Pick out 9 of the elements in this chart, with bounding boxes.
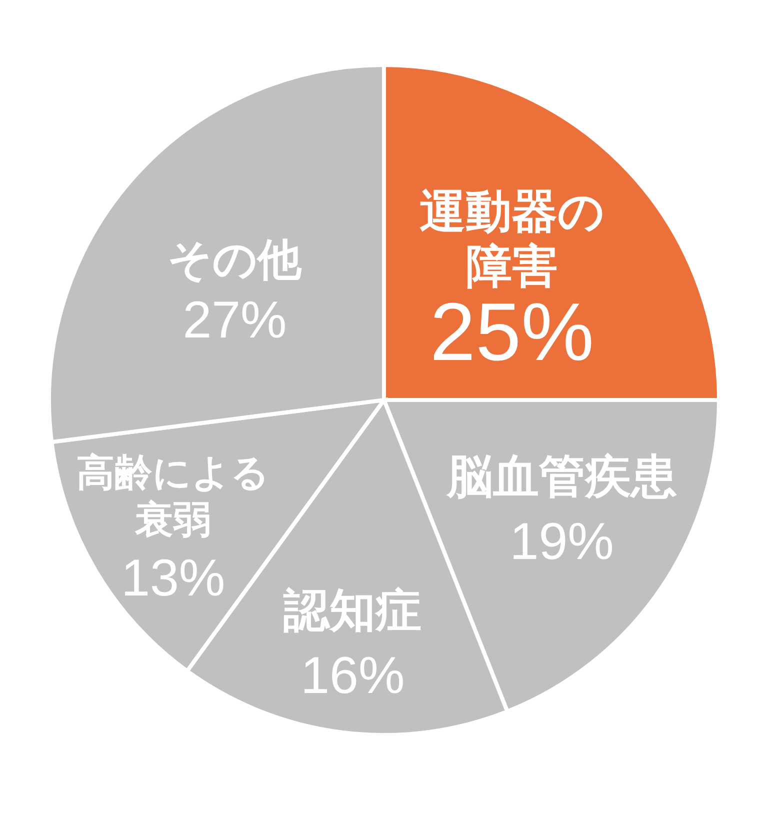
slice-label: 高齢による衰弱: [76, 452, 270, 542]
slice-label: 脳血管疾患: [446, 450, 677, 502]
data-label: 19%: [510, 512, 614, 571]
slice-label: 運動器の障害: [419, 185, 604, 292]
slice-label: 認知症: [282, 584, 422, 636]
data-label: 13%: [121, 550, 226, 608]
slice-label: その他: [168, 235, 303, 284]
data-label: 16%: [300, 647, 405, 706]
data-label: 27%: [182, 291, 287, 350]
